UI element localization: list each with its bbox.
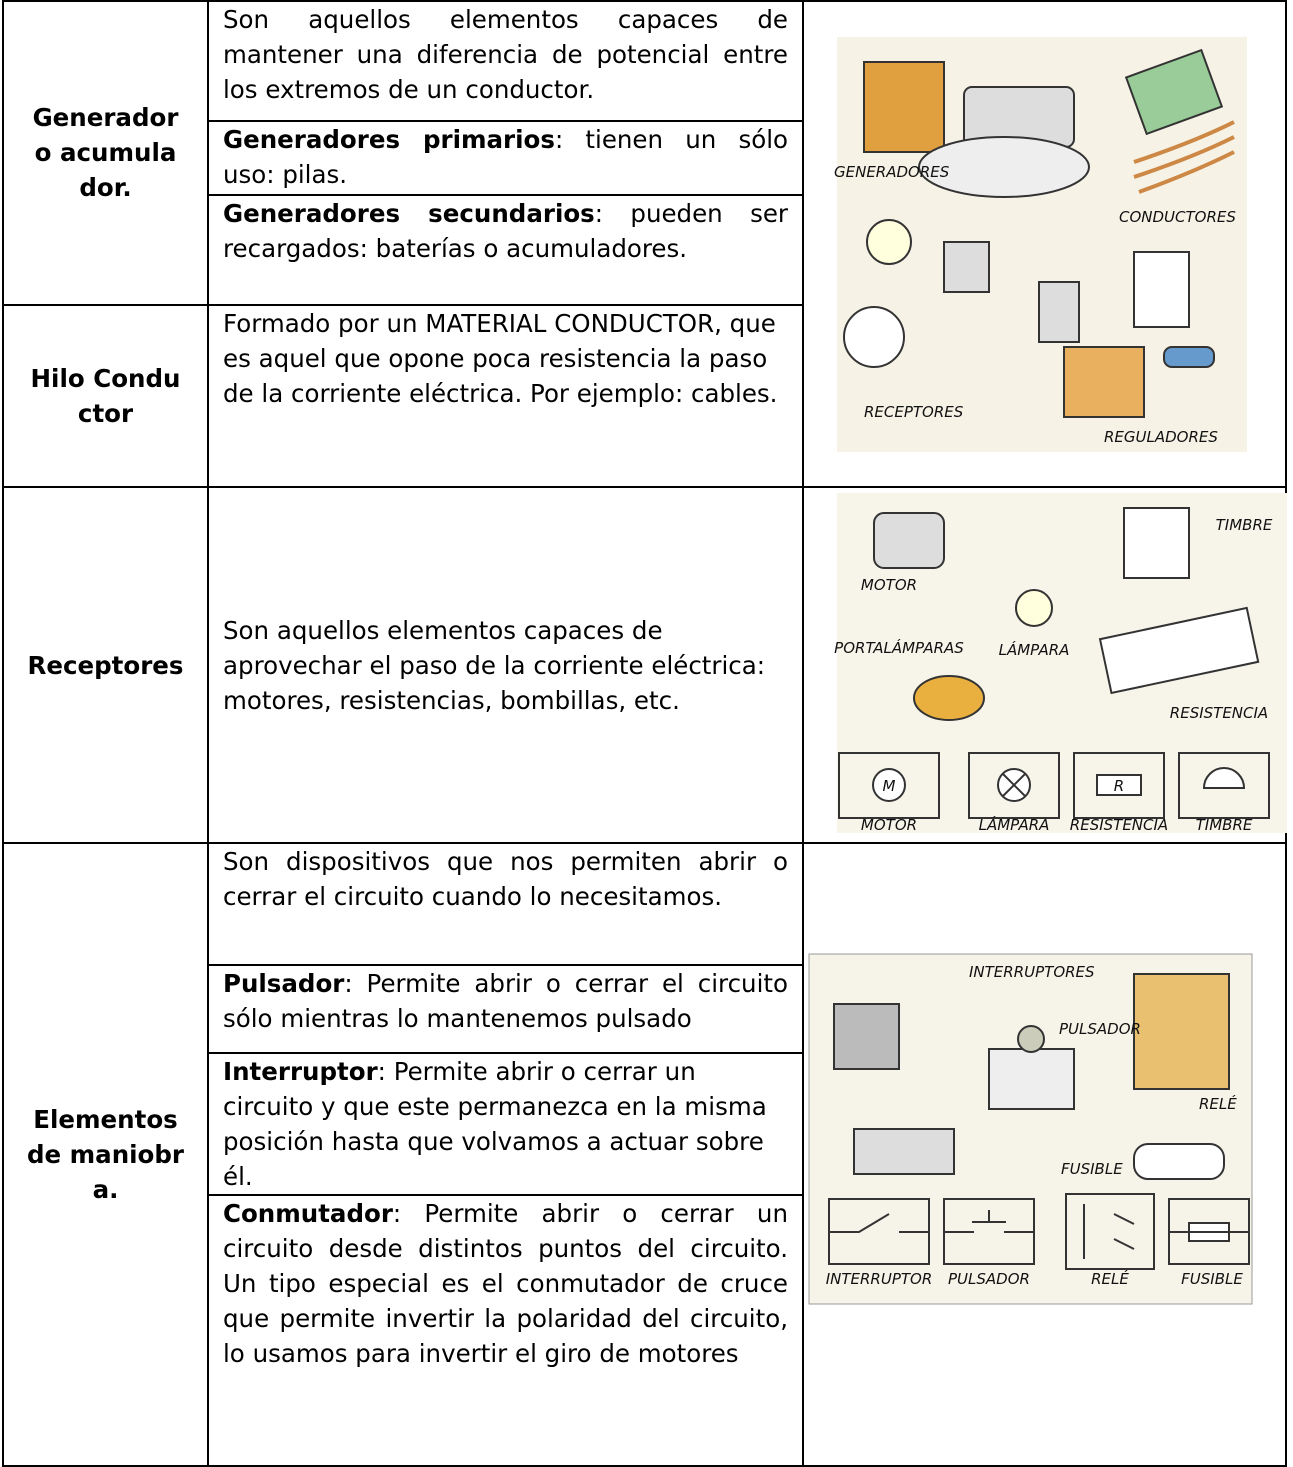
fuse	[1133, 1143, 1225, 1180]
symbol-bell	[1178, 752, 1270, 819]
motor	[873, 512, 945, 569]
bulb	[1015, 589, 1053, 627]
cell: Son aquellos elementos capaces de manten…	[207, 0, 804, 123]
row: Receptores Son aquellos elementos capace…	[2, 486, 1287, 844]
text: Formado por un MATERIAL CONDUCTOR, que e…	[223, 308, 778, 408]
row: Generador o acumulador. Son aquellos ele…	[2, 0, 1287, 488]
figure-caption: INTERRUPTOR	[826, 1270, 933, 1288]
motor	[943, 241, 990, 293]
figure-label: MOTOR	[861, 576, 917, 594]
cell: Pulsador: Permite abrir o cerrar el circ…	[207, 964, 804, 1054]
figure-label: RECEPTORES	[864, 403, 964, 421]
switch	[1038, 281, 1080, 343]
cell: Conmutador: Permite abrir o cerrar un ci…	[207, 1194, 804, 1467]
bell	[843, 306, 905, 368]
text: : Permite abrir o cerrar un circuito y q…	[223, 1057, 767, 1191]
row: Conmutador: Permite abrir o cerrar un ci…	[3, 1194, 1286, 1467]
figure-caption: MOTOR	[861, 816, 917, 833]
wires	[1133, 120, 1235, 194]
bulb	[866, 219, 912, 265]
figure-cell: INTERRUPTORES PULSADOR RELÉ FUSIBLE INTE…	[802, 842, 1287, 1467]
battery	[863, 61, 945, 153]
row-label: Elementos de maniobra.	[2, 842, 209, 1467]
switch-plate	[1133, 251, 1190, 328]
figure-label: RELÉ	[1199, 1094, 1237, 1113]
board	[1124, 48, 1224, 136]
term: Generadores primarios	[223, 125, 555, 155]
cell: Son dispositivos que nos permiten abrir …	[207, 842, 804, 966]
figure-label: INTERRUPTORES	[969, 963, 1095, 981]
resistor	[1163, 346, 1215, 368]
figure-caption: RELÉ	[1091, 1269, 1129, 1288]
figure: M R TIMBRE MOTOR PORTALÁMPARAS LÁMPARA R…	[834, 493, 1287, 834]
figure-label: PORTALÁMPARAS	[834, 638, 964, 657]
button-cap	[1017, 1025, 1045, 1053]
symbol-switch	[828, 1198, 930, 1265]
row-label: Receptores	[2, 486, 209, 844]
figure-caption: FUSIBLE	[1181, 1270, 1243, 1288]
figure-label: RESISTENCIA	[1170, 704, 1268, 722]
row-label: Hilo Conductor	[2, 303, 209, 489]
symbol-button	[943, 1198, 1035, 1265]
cell: Generadores secundarios: pueden ser reca…	[207, 193, 804, 306]
figure-label: TIMBRE	[1216, 516, 1273, 534]
row-label: Generador o acumulador.	[2, 0, 209, 306]
cell: Interruptor: Permite abrir o cerrar un c…	[207, 1052, 804, 1196]
term: Conmutador	[223, 1199, 393, 1228]
figure-caption: LÁMPARA	[979, 815, 1050, 833]
row: Generadores secundarios: pueden ser reca…	[3, 193, 1286, 306]
symbol-motor: M	[838, 752, 940, 819]
text: : Permite abrir o cerrar el circuito sól…	[223, 969, 788, 1033]
figure-caption: RESISTENCIA	[1070, 816, 1168, 833]
lampholder	[913, 675, 985, 721]
bell	[1123, 507, 1190, 579]
figure-caption: TIMBRE	[1196, 816, 1253, 833]
tank	[918, 136, 1090, 198]
figure: GENERADORES CONDUCTORES RECEPTORES REGUL…	[834, 37, 1247, 452]
text: Son aquellos elementos capaces de manten…	[223, 5, 788, 104]
term: Interruptor	[223, 1057, 378, 1086]
toggle-switch	[833, 1003, 900, 1070]
figure-caption: PULSADOR	[948, 1270, 1030, 1288]
row: Pulsador: Permite abrir o cerrar el circ…	[3, 964, 1286, 1054]
figure-label: GENERADORES	[834, 163, 950, 181]
figure-label: LÁMPARA	[999, 640, 1070, 659]
figure-label: PULSADOR	[1059, 1020, 1141, 1038]
term: Pulsador	[223, 969, 345, 998]
text: : Permite abrir o cerrar un circuito des…	[223, 1199, 788, 1368]
figure: INTERRUPTORES PULSADOR RELÉ FUSIBLE INTE…	[808, 953, 1253, 1305]
figure-label: FUSIBLE	[1061, 1160, 1123, 1178]
text: : pueden ser recargados: baterías o acum…	[223, 198, 789, 263]
text: Son aquellos elementos capaces de aprove…	[223, 615, 766, 715]
symbol-letter: M	[883, 777, 896, 795]
cell: Formado por un MATERIAL CONDUCTOR, que e…	[207, 303, 804, 489]
push-button	[988, 1048, 1075, 1110]
symbol-relay	[1065, 1193, 1155, 1270]
row: Generadores primarios: tienen un sólo us…	[3, 120, 1286, 196]
symbol-letter: R	[1114, 777, 1124, 795]
relay	[1133, 973, 1230, 1090]
term: Generadores secundarios	[223, 198, 595, 228]
symbol-resistor: R	[1073, 752, 1165, 819]
figure-label: CONDUCTORES	[1119, 208, 1236, 226]
slide-switch	[853, 1128, 955, 1175]
row: Elementos de maniobra. Son dispositivos …	[2, 842, 1287, 1467]
figure-cell: M R TIMBRE MOTOR PORTALÁMPARAS LÁMPARA R…	[802, 486, 1287, 844]
cell: Son aquellos elementos capaces de aprove…	[207, 486, 804, 844]
figure-label: REGULADORES	[1104, 428, 1218, 446]
cell: Generadores primarios: tienen un sólo us…	[207, 120, 804, 196]
symbol-lamp	[968, 752, 1060, 819]
resistor	[1098, 606, 1260, 695]
figure-cell: GENERADORES CONDUCTORES RECEPTORES REGUL…	[802, 0, 1287, 488]
text: : tienen un sólo uso: pilas.	[223, 125, 789, 190]
row: Hilo Conductor Formado por un MATERIAL C…	[2, 303, 1286, 489]
regulator	[1063, 346, 1145, 418]
text: Son dispositivos que nos permiten abrir …	[223, 847, 788, 911]
row: Interruptor: Permite abrir o cerrar un c…	[3, 1052, 1286, 1196]
symbol-fuse	[1168, 1198, 1250, 1265]
